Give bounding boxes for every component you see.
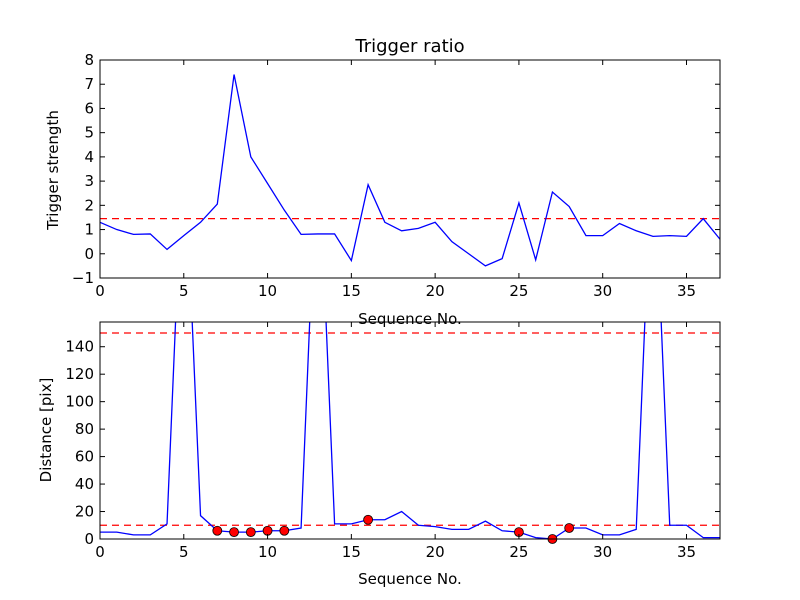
x-axis-label: Sequence No.	[358, 310, 462, 328]
y-tick-label: 20	[75, 503, 94, 521]
data-point-marker	[279, 525, 290, 536]
data-point-marker	[212, 525, 223, 536]
plot-frame	[99, 59, 721, 279]
x-tick-label: 15	[342, 282, 361, 300]
x-tick-label: 20	[426, 282, 445, 300]
y-tick-label: 80	[75, 420, 94, 438]
x-tick-label: 25	[509, 282, 528, 300]
trigger-ratio-chart: Trigger ratio Trigger strength Sequence …	[44, 36, 721, 328]
y-tick-label: 40	[75, 475, 94, 493]
x-tick-label: 0	[95, 543, 105, 561]
x-tick-label: 35	[677, 543, 696, 561]
y-tick-label: 0	[84, 245, 94, 263]
data-point-marker	[229, 527, 239, 538]
tick-group: 0 5 10 15 20 25 30 35 0 20 40 60 80 100 120 140	[65, 322, 720, 561]
data-point-marker	[564, 523, 575, 533]
chart-title: Trigger ratio	[354, 36, 464, 57]
y-tick-label: 6	[84, 99, 94, 117]
y-tick-label: 60	[75, 448, 94, 466]
x-tick-label: 15	[342, 543, 361, 561]
x-tick-label: 5	[179, 282, 189, 300]
x-tick-label: 10	[258, 282, 277, 300]
data-point-marker	[363, 514, 374, 525]
y-tick-label: 140	[65, 338, 94, 356]
x-tick-label: 0	[95, 282, 105, 300]
y-axis-label: Trigger strength	[44, 110, 62, 231]
y-tick-label: 0	[84, 530, 94, 548]
series-line	[100, 322, 720, 539]
series-group	[100, 322, 720, 539]
data-point-marker	[245, 527, 256, 538]
reference-lines	[100, 332, 720, 526]
x-tick-label: 10	[258, 543, 277, 561]
x-tick-label: 25	[509, 543, 528, 561]
data-point-marker	[262, 525, 273, 536]
series-group	[100, 74, 720, 267]
distance-chart: Distance [pix] Sequence No. 0 5 10 15 20 25 30…	[37, 321, 721, 588]
y-tick-label: 3	[84, 172, 94, 190]
x-axis-label: Sequence No.	[358, 570, 462, 588]
x-tick-label: 30	[593, 282, 612, 300]
y-axis-label: Distance [pix]	[37, 378, 55, 483]
series-line	[100, 74, 720, 267]
y-tick-label: 7	[84, 75, 94, 93]
y-tick-label: 4	[84, 148, 94, 166]
y-tick-label: 2	[84, 196, 94, 214]
y-tick-label: 5	[84, 124, 94, 142]
x-tick-label: 20	[426, 543, 445, 561]
y-tick-label: 8	[84, 51, 94, 69]
y-tick-label: −1	[72, 269, 94, 287]
x-tick-label: 5	[179, 543, 189, 561]
x-tick-label: 35	[677, 282, 696, 300]
y-tick-label: 1	[84, 221, 94, 239]
plot-frame	[99, 321, 721, 540]
y-tick-label: 120	[65, 365, 94, 383]
y-tick-label: 100	[65, 393, 94, 411]
x-tick-label: 30	[593, 543, 612, 561]
